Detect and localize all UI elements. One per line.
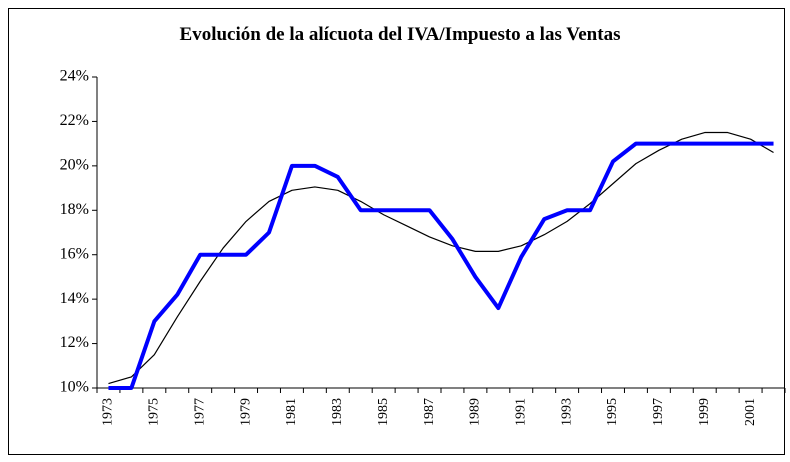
- y-tick-label: 24%: [60, 68, 89, 85]
- x-tick-label: 1979: [238, 398, 253, 426]
- x-tick-label: 1999: [697, 398, 712, 426]
- x-tick-label: 1997: [651, 398, 666, 426]
- x-tick-label: 1993: [559, 398, 574, 426]
- chart-title: Evolución de la alícuota del IVA/Impuest…: [179, 24, 621, 45]
- chart-border: [8, 8, 785, 455]
- line-series: [108, 141, 774, 390]
- x-tick-label: 1973: [101, 398, 116, 426]
- y-tick-label: 12%: [60, 334, 89, 351]
- x-tick-label: 1987: [422, 398, 437, 426]
- x-tick-label: 1985: [376, 398, 391, 426]
- x-tick-label: 1991: [513, 398, 528, 426]
- y-tick-label: 22%: [60, 112, 89, 129]
- x-tick-label: 1981: [284, 398, 299, 426]
- x-tick-label: 1975: [147, 398, 162, 426]
- x-tick-label: 1977: [192, 398, 207, 426]
- line-series: [108, 131, 774, 385]
- x-tick-label: 2001: [743, 398, 758, 426]
- x-tick-label: 1995: [605, 398, 620, 426]
- y-tick-label: 14%: [60, 290, 89, 307]
- y-tick-label: 20%: [60, 157, 89, 174]
- y-tick-label: 16%: [60, 245, 89, 262]
- y-tick-label: 10%: [60, 379, 89, 396]
- y-tick-label: 18%: [60, 201, 89, 218]
- x-tick-label: 1989: [468, 398, 483, 426]
- x-tick-label: 1983: [330, 398, 345, 426]
